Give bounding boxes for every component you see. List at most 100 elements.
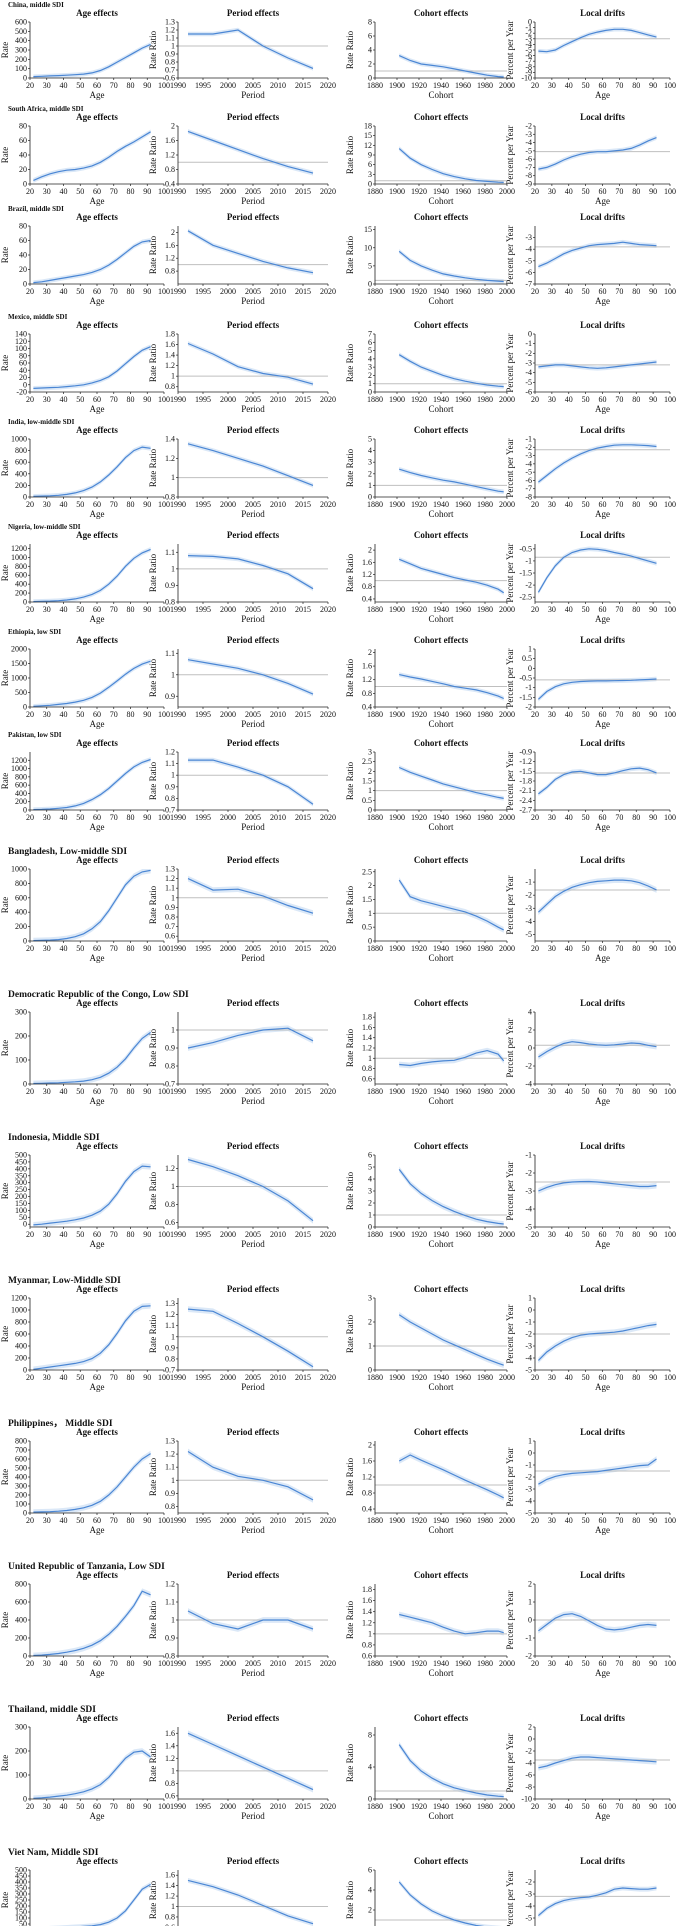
x-tick-label: 60 xyxy=(599,1516,607,1525)
y-tick-label: 0 xyxy=(23,806,27,815)
y-axis-title: Rate Ratio xyxy=(148,658,158,697)
panel-title: Period effects xyxy=(227,425,280,435)
y-tick-label: 1.6 xyxy=(165,241,175,250)
series-line xyxy=(187,1158,314,1222)
y-tick-label: -1.2 xyxy=(519,757,532,766)
y-tick-label: -6 xyxy=(525,268,532,277)
confidence-band xyxy=(33,344,151,391)
y-tick-label: 1 xyxy=(171,1026,175,1035)
y-tick-label: 0.8 xyxy=(165,1502,175,1511)
y-tick-label: 1.4 xyxy=(362,1033,372,1042)
x-tick-label: 50 xyxy=(582,395,590,404)
y-tick-label: 0.6 xyxy=(362,1074,372,1083)
x-tick-label: 1980 xyxy=(477,605,493,614)
y-tick-label: 0.8 xyxy=(165,1652,175,1661)
y-tick-label: 40 xyxy=(19,151,27,160)
x-tick-label: 40 xyxy=(60,605,68,614)
x-tick-label: 50 xyxy=(76,944,84,953)
series-line xyxy=(399,674,504,700)
confidence-band xyxy=(399,1166,504,1227)
x-tick-label: 100 xyxy=(664,1230,676,1239)
panel-title: Period effects xyxy=(227,1856,280,1866)
x-tick-label: 90 xyxy=(143,287,151,296)
y-tick-label: 0.7 xyxy=(165,1080,175,1089)
series-line xyxy=(33,1165,151,1226)
x-tick-label: 20 xyxy=(531,81,539,90)
confidence-band xyxy=(399,53,504,78)
x-tick-label: 60 xyxy=(599,187,607,196)
panel-title: Age effects xyxy=(76,212,118,222)
x-tick-label: 80 xyxy=(127,1230,135,1239)
y-tick-label: -3 xyxy=(525,34,532,43)
series-line xyxy=(398,1169,504,1225)
y-tick-label: 0 xyxy=(23,1220,27,1229)
y-tick-label: 200 xyxy=(15,922,27,931)
x-tick-label: 20 xyxy=(531,944,539,953)
y-tick-label: 1000 xyxy=(11,1306,27,1315)
drift-effects-panel: Local drifts 20 30 40 50 60 70 80 90 100 0-1-2-3-4… xyxy=(505,8,676,100)
x-tick-label: 2010 xyxy=(270,1087,286,1096)
y-tick-label: 0 xyxy=(528,1044,532,1053)
y-tick-label: 1 xyxy=(368,786,372,795)
series-line xyxy=(538,1613,657,1632)
x-tick-label: 70 xyxy=(615,187,623,196)
y-tick-label: 450 xyxy=(15,1872,27,1881)
y-tick-label: 0.8 xyxy=(165,1200,175,1209)
y-tick-label: -4 xyxy=(525,368,532,377)
y-tick-label: -3 xyxy=(525,1890,532,1899)
x-tick-label: 1990 xyxy=(170,1516,186,1525)
y-tick-label: 1.4 xyxy=(165,1741,175,1750)
x-tick-label: 50 xyxy=(582,605,590,614)
x-tick-label: 2020 xyxy=(320,710,336,719)
y-tick-label: 1200 xyxy=(11,1294,27,1303)
x-tick-label: 2020 xyxy=(320,1087,336,1096)
x-tick-label: 40 xyxy=(565,81,573,90)
x-tick-label: 1920 xyxy=(411,1373,427,1382)
x-tick-label: 80 xyxy=(632,1087,640,1096)
x-tick-label: 70 xyxy=(615,81,623,90)
y-tick-label: 250 xyxy=(15,1185,27,1194)
y-tick-label: -4 xyxy=(525,1759,532,1768)
y-tick-label: 1 xyxy=(171,473,175,482)
series-line xyxy=(538,444,657,483)
series-line xyxy=(33,346,151,389)
x-tick-label: 90 xyxy=(649,81,657,90)
x-axis-title: Period xyxy=(241,719,265,729)
x-tick-label: 20 xyxy=(531,1516,539,1525)
country-title: South Africa, middle SDI xyxy=(8,105,84,113)
x-tick-label: 90 xyxy=(649,1516,657,1525)
y-tick-label: -5 xyxy=(525,46,532,55)
y-tick-label: 800 xyxy=(15,562,27,571)
y-tick-label: 6 xyxy=(368,1151,372,1160)
x-tick-label: 1980 xyxy=(477,944,493,953)
x-tick-label: 2010 xyxy=(270,1373,286,1382)
x-tick-label: 1940 xyxy=(433,944,449,953)
y-tick-label: 0 xyxy=(368,180,372,189)
y-tick-label: 18 xyxy=(364,122,372,131)
x-tick-label: 90 xyxy=(649,1087,657,1096)
x-tick-label: 1900 xyxy=(389,605,405,614)
y-tick-label: -5 xyxy=(525,930,532,939)
period-effects-panel: Period effects 1990 1995 2000 2005 2010 2015 20… xyxy=(148,1284,336,1392)
x-tick-label: 2010 xyxy=(270,187,286,196)
y-tick-label: 0 xyxy=(528,1449,532,1458)
y-tick-label: 3 xyxy=(368,748,372,757)
confidence-band xyxy=(33,757,151,810)
x-tick-label: 50 xyxy=(76,395,84,404)
y-axis-title: Rate Ratio xyxy=(148,1880,158,1919)
y-tick-label: 1000 xyxy=(11,865,27,874)
y-tick-label: -1.5 xyxy=(519,569,532,578)
x-tick-label: 1940 xyxy=(433,605,449,614)
y-tick-label: 0.9 xyxy=(165,1343,175,1352)
drift-effects-panel: Local drifts 20 30 40 50 60 70 80 90 100 -1 -2 -3 -4 -… xyxy=(505,855,676,963)
y-tick-label: 4 xyxy=(368,446,372,455)
y-tick-label: 3 xyxy=(368,363,372,372)
panel-title: Age effects xyxy=(76,855,118,865)
panel-title: Local drifts xyxy=(580,1141,625,1151)
confidence-band xyxy=(188,1448,313,1503)
y-tick-label: 1.2 xyxy=(362,1618,372,1627)
